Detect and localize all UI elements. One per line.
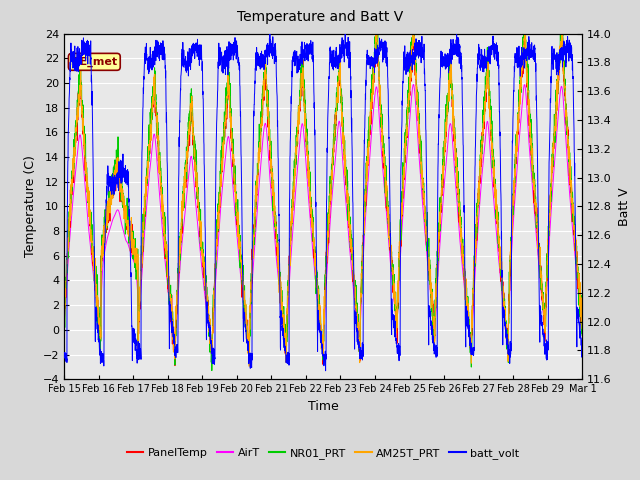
X-axis label: Time: Time xyxy=(308,400,339,413)
Text: Temperature and Batt V: Temperature and Batt V xyxy=(237,10,403,24)
Y-axis label: Temperature (C): Temperature (C) xyxy=(24,156,37,257)
Y-axis label: Batt V: Batt V xyxy=(618,187,630,226)
Legend: PanelTemp, AirT, NR01_PRT, AM25T_PRT, batt_volt: PanelTemp, AirT, NR01_PRT, AM25T_PRT, ba… xyxy=(122,444,524,463)
Text: EE_met: EE_met xyxy=(72,57,117,67)
